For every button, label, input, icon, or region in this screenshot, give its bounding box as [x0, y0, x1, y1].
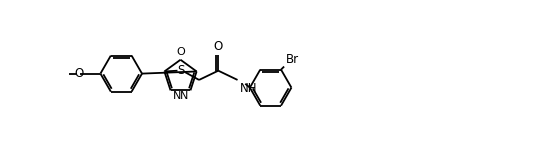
Text: N: N: [180, 91, 188, 101]
Text: O: O: [214, 40, 223, 53]
Text: S: S: [178, 64, 185, 77]
Text: Br: Br: [286, 53, 299, 66]
Text: O: O: [176, 47, 185, 57]
Text: NH: NH: [240, 82, 258, 95]
Text: O: O: [74, 67, 84, 80]
Text: N: N: [172, 91, 181, 101]
